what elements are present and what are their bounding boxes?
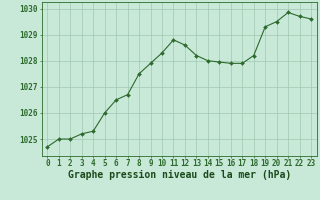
X-axis label: Graphe pression niveau de la mer (hPa): Graphe pression niveau de la mer (hPa) (68, 170, 291, 180)
